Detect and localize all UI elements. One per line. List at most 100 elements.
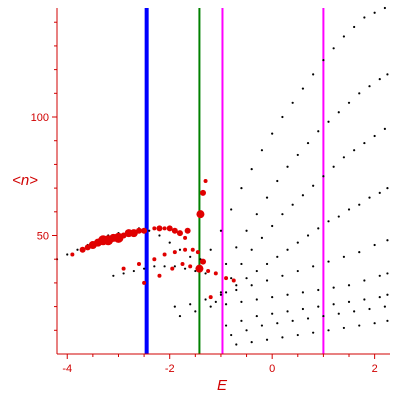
black-point-7-7 [337,312,340,315]
black-point-6-11 [386,293,389,296]
black-point-6-0 [224,324,228,327]
black-point-2-0 [219,291,223,294]
black-point-2-2 [240,262,243,266]
red-point-37 [188,264,193,269]
red-point-30 [183,247,188,252]
black-point-3-0 [214,300,217,303]
black-point-7-8 [353,310,356,313]
black-point-3-3 [245,277,248,280]
red-point-0 [70,252,75,257]
black-point-0-26 [322,59,325,62]
black-point-1-13 [245,229,248,232]
black-point-5-14 [386,272,389,275]
black-point-1-1 [122,272,125,275]
black-point-0-17 [230,208,233,211]
red-point-13 [141,227,148,234]
black-point-5-5 [255,298,258,301]
black-point-0-18 [240,187,243,190]
black-point-0-22 [281,115,284,119]
black-point-3-13 [347,208,351,211]
black-point-3-16 [378,191,381,194]
red-point-31 [190,247,195,252]
black-point-3-1 [224,291,228,294]
black-point-4-4 [235,288,238,292]
red-point-17 [166,225,173,232]
black-point-4-1 [189,303,192,306]
black-point-2-14 [363,141,366,145]
red-point-44 [208,295,213,300]
red-point-22 [196,210,205,219]
black-point-6-6 [317,305,320,308]
black-point-8-7 [342,326,345,330]
black-point-1-23 [347,101,351,104]
black-point-3-11 [327,220,330,223]
black-point-0-25 [312,73,315,76]
black-point-4-6 [265,279,269,282]
black-point-4-7 [281,274,284,277]
black-point-7-6 [322,314,325,318]
black-point-0-32 [383,6,386,10]
red-point-27 [152,257,157,262]
black-point-0-19 [250,168,253,171]
red-point-41 [213,271,218,276]
black-point-4-9 [312,265,315,268]
black-point-0-28 [342,35,345,38]
black-point-2-16 [383,127,386,130]
black-point-5-8 [301,291,305,294]
black-point-5-7 [286,293,289,296]
black-point-2-15 [373,134,376,138]
black-point-1-0 [112,274,115,277]
red-point-38 [195,264,204,273]
red-point-12 [135,227,142,234]
black-point-4-14 [386,239,389,242]
black-point-6-3 [271,312,274,315]
black-point-1-14 [255,213,258,216]
y-tick-label: 50 [37,231,49,243]
black-point-4-0 [173,305,176,308]
x-tick-label: 0 [269,363,275,375]
black-point-3-12 [337,215,340,218]
black-point-0-11 [168,241,171,244]
black-point-1-18 [296,153,299,157]
black-point-8-10 [386,319,389,322]
red-point-21 [184,227,191,234]
black-point-0-12 [178,248,182,251]
red-point-39 [200,258,207,265]
black-point-1-11 [224,262,228,266]
red-point-35 [170,266,175,271]
red-point-16 [162,226,167,231]
black-point-0-13 [189,255,192,258]
black-point-6-1 [240,319,243,322]
black-point-1-12 [235,246,238,249]
black-point-5-1 [194,310,197,313]
black-point-7-2 [260,324,264,327]
black-point-0-30 [363,16,366,19]
black-point-5-0 [178,314,182,318]
black-point-8-0 [235,343,238,346]
black-point-5-3 [224,303,228,306]
red-point-14 [152,226,157,231]
black-point-5-6 [271,296,274,299]
black-point-3-10 [317,227,320,230]
black-point-7-1 [245,329,248,332]
black-point-5-13 [378,274,381,277]
black-point-0-20 [260,149,264,152]
black-point-1-19 [306,141,310,145]
black-point-0-29 [353,25,356,29]
black-point-1-5 [163,265,166,268]
red-point-43 [231,278,236,283]
black-point-1-4 [153,265,156,268]
black-point-0-23 [291,101,294,104]
black-point-5-12 [363,279,366,282]
black-point-2-8 [301,194,305,197]
black-point-2-7 [291,203,294,206]
black-point-1-15 [265,196,269,199]
black-point-1-2 [132,269,135,273]
black-point-3-2 [235,284,238,287]
black-point-8-9 [373,322,376,325]
black-point-4-10 [327,260,330,263]
black-point-4-5 [250,284,253,287]
red-point-20 [183,235,188,240]
black-point-3-6 [276,255,279,258]
